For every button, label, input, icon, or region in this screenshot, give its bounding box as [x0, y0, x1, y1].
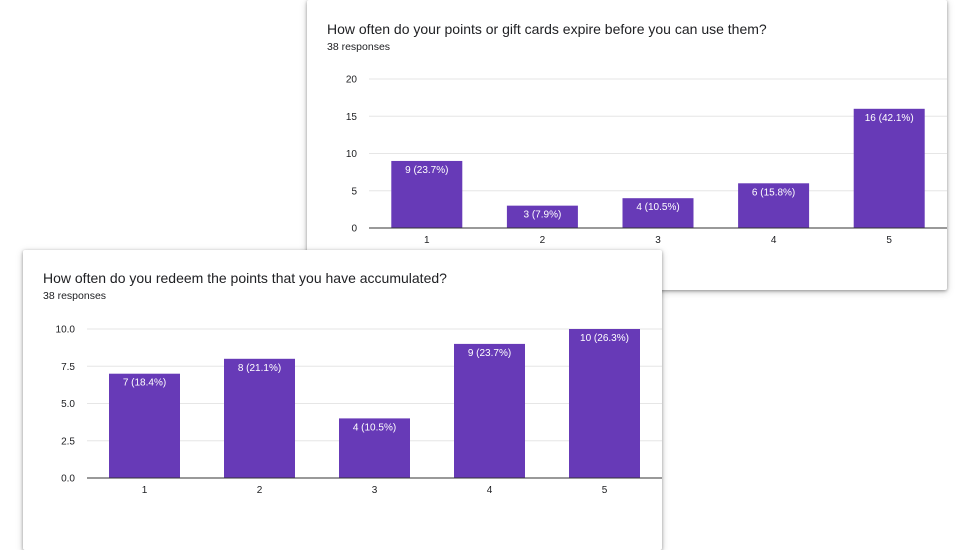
- chart-title: How often do you redeem the points that …: [43, 270, 447, 286]
- chart-title: How often do your points or gift cards e…: [327, 21, 767, 37]
- y-tick-label: 10: [346, 149, 358, 160]
- bar[interactable]: [454, 343, 525, 478]
- bar-data-label: 9 (23.7%): [468, 348, 511, 359]
- bar-data-label: 16 (42.1%): [865, 113, 914, 124]
- y-tick-label: 10.0: [56, 325, 76, 336]
- x-tick-label: 1: [424, 235, 430, 246]
- bar[interactable]: [506, 205, 578, 228]
- chart-card-redeem: How often do you redeem the points that …: [23, 250, 662, 550]
- bar-data-label: 7 (18.4%): [123, 378, 166, 389]
- y-tick-label: 2.5: [61, 436, 75, 447]
- x-tick-label: 3: [655, 235, 661, 246]
- y-tick-label: 20: [346, 75, 358, 86]
- bar[interactable]: [738, 183, 810, 228]
- response-count: 38 responses: [43, 290, 107, 302]
- bar-data-label: 6 (15.8%): [752, 187, 795, 198]
- x-tick-label: 3: [372, 485, 378, 496]
- bar-data-label: 9 (23.7%): [405, 165, 448, 176]
- response-count: 38 responses: [327, 41, 391, 53]
- bar[interactable]: [569, 329, 640, 478]
- bar-data-label: 10 (26.3%): [580, 333, 629, 344]
- y-tick-label: 7.5: [61, 362, 75, 373]
- bar[interactable]: [622, 198, 694, 228]
- y-tick-label: 0: [351, 224, 357, 235]
- bar[interactable]: [224, 358, 295, 478]
- bar-data-label: 4 (10.5%): [636, 202, 679, 213]
- x-tick-label: 4: [771, 235, 777, 246]
- x-tick-label: 4: [487, 485, 493, 496]
- bar[interactable]: [109, 373, 180, 478]
- bar[interactable]: [339, 418, 410, 478]
- x-tick-label: 1: [142, 485, 148, 496]
- x-tick-label: 5: [886, 235, 892, 246]
- y-tick-label: 15: [346, 112, 358, 123]
- x-tick-label: 5: [602, 485, 608, 496]
- bar-chart-redeem: 0.0 2.5 5.0 7.5 10.0 7 (18.4%) 1 8 (21.1%) 2 4 (1…: [56, 325, 662, 496]
- bar-data-label: 8 (21.1%): [238, 363, 281, 374]
- bar[interactable]: [853, 108, 925, 228]
- x-tick-label: 2: [540, 235, 546, 246]
- bar-chart-expire: 0 5 10 15 20 9 (23.7%) 1 3 (7.9%) 2 4 (10.5%) 3 6 (…: [346, 75, 947, 246]
- y-tick-label: 5.0: [61, 399, 75, 410]
- y-tick-label: 5: [351, 186, 357, 197]
- bar[interactable]: [391, 160, 463, 228]
- y-tick-label: 0.0: [61, 474, 75, 485]
- bar-data-label: 4 (10.5%): [353, 422, 396, 433]
- bar-data-label: 3 (7.9%): [524, 210, 562, 221]
- x-tick-label: 2: [257, 485, 263, 496]
- chart-card-expire: How often do your points or gift cards e…: [307, 0, 947, 290]
